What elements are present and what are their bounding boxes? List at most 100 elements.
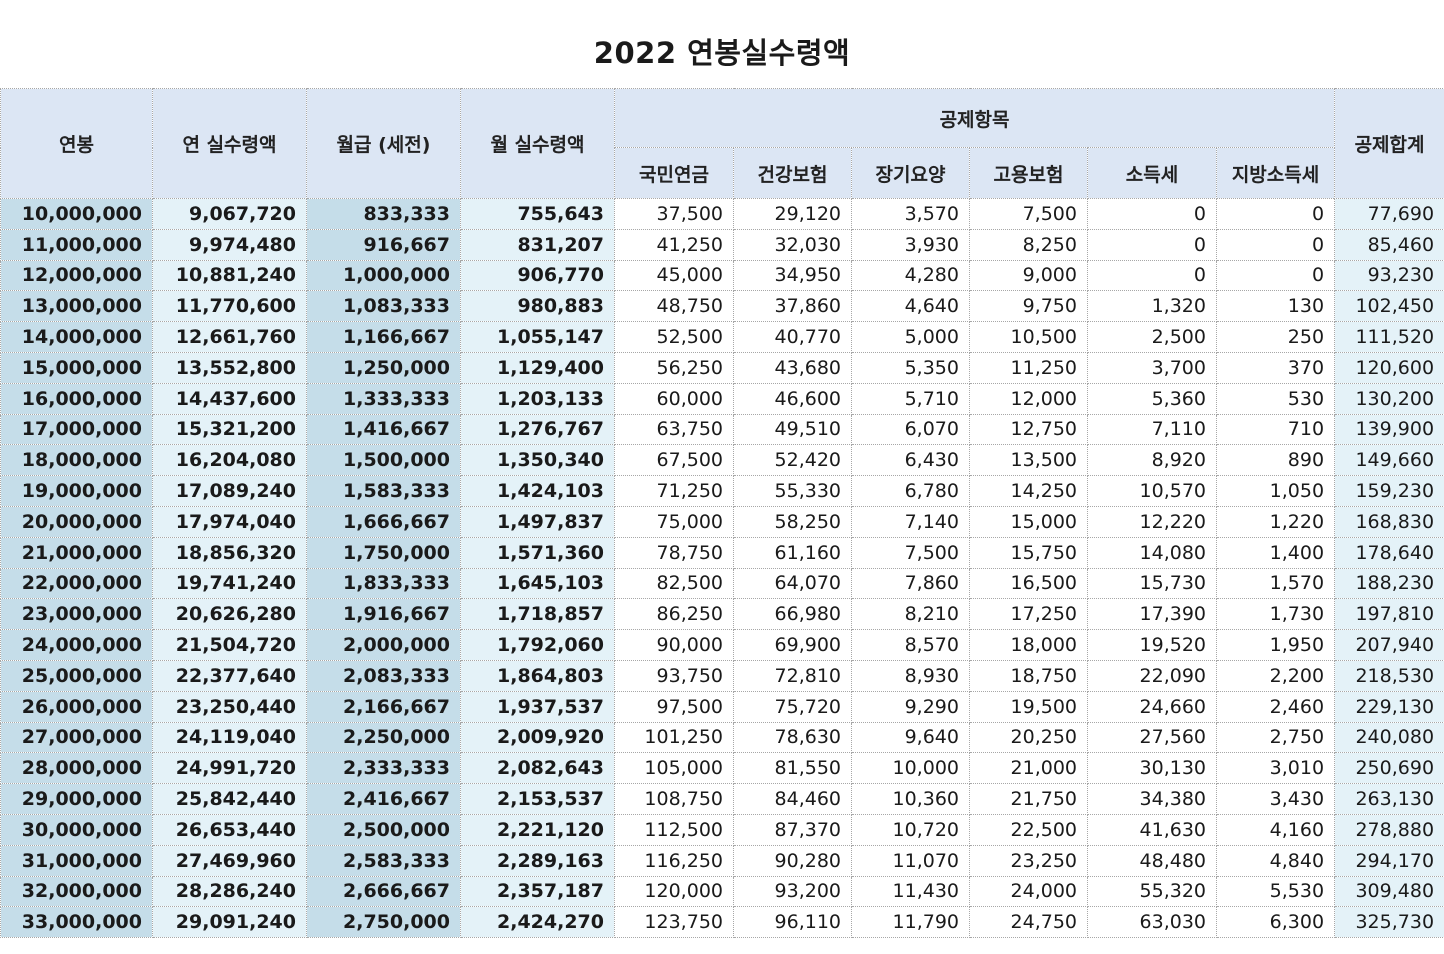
cell-long-term-care: 9,290	[851, 690, 970, 723]
cell-income-tax: 22,090	[1087, 659, 1217, 692]
cell-monthly-net: 2,357,187	[460, 875, 615, 908]
cell-long-term-care: 10,360	[851, 783, 970, 815]
cell-income-tax: 34,380	[1087, 783, 1217, 815]
table-row: 16,000,000 14,437,600 1,333,333 1,203,133 60…	[0, 382, 1444, 415]
cell-long-term-care: 3,930	[851, 228, 970, 261]
cell-monthly-net: 906,770	[460, 259, 615, 292]
cell-local-income-tax: 4,160	[1215, 813, 1336, 846]
cell-employment-insurance: 7,500	[969, 198, 1088, 230]
cell-local-income-tax: 1,050	[1215, 475, 1336, 507]
cell-national-pension: 48,750	[614, 290, 734, 323]
cell-income-tax: 55,320	[1087, 875, 1217, 908]
cell-annual-net: 19,741,240	[152, 567, 307, 600]
cell-total-deduction: 178,640	[1334, 536, 1444, 569]
cell-health-insurance: 52,420	[733, 444, 852, 477]
header-long-term-care: 장기요양	[851, 147, 970, 199]
cell-local-income-tax: 890	[1215, 444, 1336, 477]
cell-monthly-gross: 1,666,667	[306, 505, 461, 538]
table-row: 31,000,000 27,469,960 2,583,333 2,289,163 11…	[0, 844, 1444, 877]
table-row: 11,000,000 9,974,480 916,667 831,207 41,250 3…	[0, 228, 1444, 261]
cell-long-term-care: 4,280	[851, 259, 970, 292]
cell-monthly-net: 980,883	[460, 290, 615, 323]
cell-national-pension: 90,000	[614, 629, 734, 661]
cell-monthly-net: 2,082,643	[460, 752, 615, 785]
cell-annual-net: 23,250,440	[152, 690, 307, 723]
cell-annual-salary: 30,000,000	[0, 813, 153, 846]
cell-monthly-gross: 1,000,000	[306, 259, 461, 292]
cell-long-term-care: 8,930	[851, 659, 970, 692]
cell-employment-insurance: 18,000	[969, 629, 1088, 661]
cell-income-tax: 3,700	[1087, 351, 1217, 384]
table-row: 15,000,000 13,552,800 1,250,000 1,129,400 56…	[0, 351, 1444, 384]
cell-local-income-tax: 1,220	[1215, 505, 1336, 538]
header-deductions-group: 공제항목	[613, 88, 1336, 148]
cell-national-pension: 37,500	[614, 198, 734, 230]
cell-monthly-net: 2,153,537	[460, 783, 615, 815]
cell-annual-net: 21,504,720	[152, 629, 307, 661]
cell-income-tax: 17,390	[1087, 598, 1217, 631]
cell-annual-net: 9,974,480	[152, 228, 307, 261]
cell-local-income-tax: 710	[1215, 413, 1336, 446]
cell-long-term-care: 6,070	[851, 413, 970, 446]
cell-employment-insurance: 9,000	[969, 259, 1088, 292]
cell-income-tax: 24,660	[1087, 690, 1217, 723]
cell-income-tax: 14,080	[1087, 536, 1217, 569]
cell-local-income-tax: 0	[1215, 198, 1336, 230]
table-row: 22,000,000 19,741,240 1,833,333 1,645,103 82…	[0, 567, 1444, 600]
cell-local-income-tax: 3,430	[1215, 783, 1336, 815]
table-body: 10,000,000 9,067,720 833,333 755,643 37,500 2…	[0, 198, 1444, 939]
cell-income-tax: 19,520	[1087, 629, 1217, 661]
cell-annual-net: 10,881,240	[152, 259, 307, 292]
cell-monthly-gross: 2,333,333	[306, 752, 461, 785]
cell-health-insurance: 43,680	[733, 351, 852, 384]
cell-income-tax: 5,360	[1087, 382, 1217, 415]
cell-annual-salary: 22,000,000	[0, 567, 153, 600]
cell-monthly-gross: 2,583,333	[306, 844, 461, 877]
cell-annual-salary: 24,000,000	[0, 629, 153, 661]
cell-national-pension: 52,500	[614, 321, 734, 353]
cell-annual-net: 14,437,600	[152, 382, 307, 415]
cell-monthly-net: 1,571,360	[460, 536, 615, 569]
cell-total-deduction: 120,600	[1334, 351, 1444, 384]
header-total-deduction: 공제합계	[1334, 88, 1444, 199]
cell-local-income-tax: 2,750	[1215, 721, 1336, 754]
cell-national-pension: 120,000	[614, 875, 734, 908]
cell-national-pension: 78,750	[614, 536, 734, 569]
header-annual-salary: 연봉	[0, 88, 153, 199]
cell-total-deduction: 240,080	[1334, 721, 1444, 754]
cell-total-deduction: 168,830	[1334, 505, 1444, 538]
table-row: 32,000,000 28,286,240 2,666,667 2,357,187 12…	[0, 875, 1444, 908]
cell-monthly-net: 1,276,767	[460, 413, 615, 446]
cell-national-pension: 56,250	[614, 351, 734, 384]
cell-income-tax: 10,570	[1087, 475, 1217, 507]
cell-annual-net: 16,204,080	[152, 444, 307, 477]
cell-income-tax: 15,730	[1087, 567, 1217, 600]
cell-total-deduction: 93,230	[1334, 259, 1444, 292]
cell-annual-salary: 12,000,000	[0, 259, 153, 292]
cell-annual-salary: 26,000,000	[0, 690, 153, 723]
cell-local-income-tax: 1,570	[1215, 567, 1336, 600]
cell-income-tax: 1,320	[1087, 290, 1217, 323]
cell-annual-salary: 27,000,000	[0, 721, 153, 754]
cell-employment-insurance: 24,000	[969, 875, 1088, 908]
cell-national-pension: 112,500	[614, 813, 734, 846]
cell-health-insurance: 72,810	[733, 659, 852, 692]
cell-national-pension: 63,750	[614, 413, 734, 446]
cell-annual-salary: 16,000,000	[0, 382, 153, 415]
cell-local-income-tax: 130	[1215, 290, 1336, 323]
header-national-pension: 국민연금	[614, 147, 734, 199]
cell-income-tax: 30,130	[1087, 752, 1217, 785]
cell-health-insurance: 64,070	[733, 567, 852, 600]
cell-annual-net: 25,842,440	[152, 783, 307, 815]
cell-long-term-care: 10,000	[851, 752, 970, 785]
cell-national-pension: 60,000	[614, 382, 734, 415]
cell-national-pension: 108,750	[614, 783, 734, 815]
cell-long-term-care: 5,350	[851, 351, 970, 384]
cell-annual-salary: 32,000,000	[0, 875, 153, 908]
cell-total-deduction: 207,940	[1334, 629, 1444, 661]
cell-income-tax: 7,110	[1087, 413, 1217, 446]
cell-health-insurance: 66,980	[733, 598, 852, 631]
cell-total-deduction: 294,170	[1334, 844, 1444, 877]
cell-long-term-care: 6,780	[851, 475, 970, 507]
cell-local-income-tax: 370	[1215, 351, 1336, 384]
